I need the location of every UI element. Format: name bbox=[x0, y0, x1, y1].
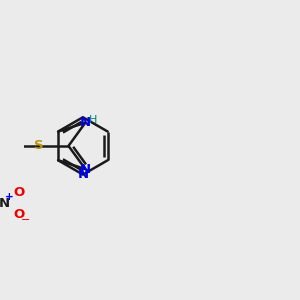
Text: H: H bbox=[89, 115, 97, 125]
Text: O: O bbox=[14, 186, 25, 199]
Text: N: N bbox=[80, 163, 91, 176]
Text: S: S bbox=[34, 140, 43, 152]
Text: N: N bbox=[0, 197, 10, 210]
Text: +: + bbox=[5, 192, 14, 202]
Text: −: − bbox=[21, 215, 30, 225]
Text: N: N bbox=[77, 168, 88, 181]
Text: N: N bbox=[80, 116, 91, 129]
Text: O: O bbox=[14, 208, 25, 220]
